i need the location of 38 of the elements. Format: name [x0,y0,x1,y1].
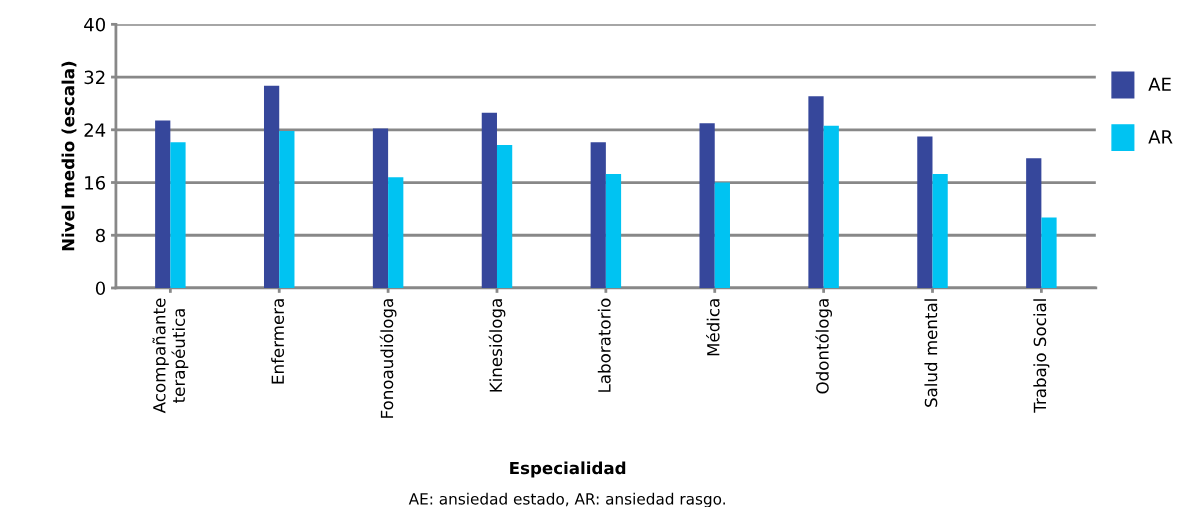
bar [590,142,606,288]
y-tick-label: 24 [84,123,106,137]
bar [917,136,933,288]
bar [823,125,839,288]
y-tick-label: 0 [95,281,105,296]
bar [605,173,622,288]
x-tick-label: Salud mental [924,299,938,407]
bar [496,144,513,288]
bar [481,112,497,288]
y-tick-label: 32 [84,70,105,85]
bar [1026,158,1042,288]
x-tick-label: Odontóloga [815,299,833,394]
y-tick-label: 40 [84,17,105,32]
bar [699,123,715,288]
x-tick-label: Trabajo Social [1033,299,1050,413]
x-axis-title: Especialidad [510,461,626,478]
x-tick-label: Médica [706,299,720,356]
bar [279,131,295,288]
bar [263,85,280,288]
bar [155,120,171,288]
legend-label: AE [1148,77,1171,91]
y-tick-label: 16 [85,175,106,190]
x-tick-label: Kinesióloga [488,299,506,392]
bar [808,96,824,288]
y-tick-label: 8 [95,228,105,243]
bar [388,177,404,288]
bar [372,128,389,288]
x-tick-label: Laboratorio [597,298,611,392]
bar [1041,217,1057,288]
bar [932,173,948,288]
x-tick-label: Acompañante terapéutica [152,298,189,414]
y-axis-title: Nivel medio (escala) [61,61,77,251]
x-tick-label: Fonoaudióloga [379,299,397,418]
bar [170,142,186,288]
legend-label: AR [1148,130,1173,144]
x-tick-label: Enfermera [271,299,285,384]
bar [714,182,730,288]
text: AE: ansiedad estado, AR: ansiedad rasgo. [408,492,725,507]
